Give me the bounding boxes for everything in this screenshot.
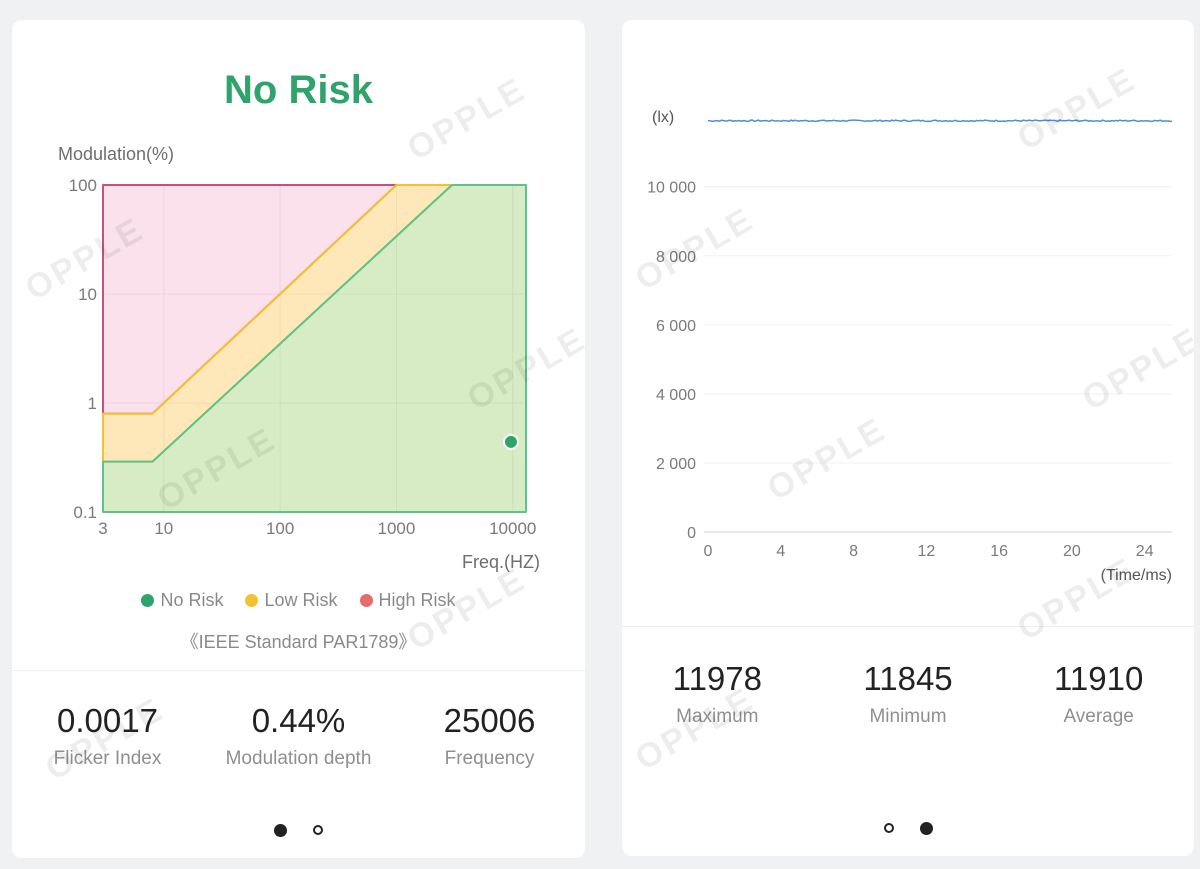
x-tick-label: 8 (849, 543, 858, 560)
x-tick-label: 16 (990, 543, 1008, 560)
legend-dot-no-risk (141, 594, 155, 607)
y-tick-label: 100 (69, 176, 97, 195)
stat-value: 11978 (672, 660, 762, 697)
x-tick-label: 12 (917, 543, 935, 560)
legend-item-low-risk: Low Risk (245, 590, 338, 611)
divider (12, 670, 585, 671)
flicker-risk-chart: 3 10 100 1000 10000 100 10 1 0.1 (69, 176, 537, 538)
x-tick-label: 1000 (378, 519, 416, 538)
stat-label: Maximum (676, 706, 759, 727)
legend-label: High Risk (378, 590, 456, 610)
stat-label: Frequency (444, 748, 535, 769)
stat-label: Average (1063, 706, 1134, 727)
divider (622, 626, 1194, 627)
risk-status-title: No Risk (224, 68, 373, 112)
y-tick-label: 4 000 (656, 387, 696, 404)
stat-label: Modulation depth (225, 748, 372, 769)
legend-label: Low Risk (264, 590, 338, 610)
x-tick-label: 3 (98, 519, 107, 538)
stat-modulation-depth: 0.44% Modulation depth (203, 702, 394, 770)
legend-item-high-risk: High Risk (359, 590, 456, 611)
region-no-risk (102, 184, 527, 513)
standard-reference: 《IEEE Standard PAR1789》 (180, 632, 417, 652)
stat-average: 11910 Average (1003, 660, 1194, 728)
stat-flicker-index: 0.0017 Flicker Index (12, 702, 203, 770)
legend-dot-low-risk (245, 594, 259, 607)
page-indicator (622, 822, 1194, 835)
page-indicator (12, 824, 585, 837)
x-tick-label: 20 (1063, 543, 1081, 560)
stat-minimum: 11845 Minimum (813, 660, 1004, 728)
stat-label: Minimum (869, 706, 947, 727)
y-tick-label: 0.1 (73, 503, 97, 522)
y-tick-label: 6 000 (656, 318, 696, 335)
x-axis-title: Freq.(HZ) (462, 552, 540, 572)
y-tick-label: 0 (687, 525, 696, 542)
stat-value: 11910 (1054, 660, 1144, 697)
illuminance-line (707, 119, 1173, 123)
x-tick-label: 10000 (489, 519, 536, 538)
x-tick-label: 4 (776, 543, 785, 560)
measurement-point (503, 433, 519, 450)
legend-label: No Risk (160, 590, 224, 610)
stat-value: 0.0017 (57, 702, 158, 739)
page-dot-2[interactable] (313, 825, 323, 835)
stat-label: Flicker Index (53, 748, 162, 769)
y-unit-label: (lx) (652, 109, 674, 126)
stat-value: 0.44% (251, 702, 346, 739)
x-tick-label: 100 (266, 519, 294, 538)
y-tick-label: 10 (78, 285, 97, 304)
illuminance-stats: 11978 Maximum 11845 Minimum 11910 Averag… (622, 660, 1194, 728)
y-tick-label: 1 (88, 394, 97, 413)
x-tick-label: 10 (154, 519, 173, 538)
page-dot-2[interactable] (919, 822, 933, 835)
x-unit-label: (Time/ms) (1101, 567, 1172, 584)
stat-value: 11845 (863, 660, 953, 697)
stat-maximum: 11978 Maximum (622, 660, 813, 728)
illuminance-waveform-chart: 0 2 000 4 000 6 000 8 000 10 000 0 4 8 12 16 20 24 (l… (647, 109, 1173, 584)
y-tick-label: 10 000 (647, 180, 696, 197)
stat-value: 25006 (443, 702, 536, 739)
y-tick-label: 2 000 (656, 456, 696, 473)
page-dot-1[interactable] (274, 824, 287, 837)
y-axis-title: Modulation(%) (58, 144, 175, 164)
legend-dot-high-risk (359, 594, 373, 607)
x-tick-label: 24 (1136, 543, 1154, 560)
page-dot-1[interactable] (883, 823, 894, 833)
y-tick-label: 8 000 (656, 249, 696, 266)
legend-item-no-risk: No Risk (141, 590, 223, 611)
illuminance-card: 0 2 000 4 000 6 000 8 000 10 000 0 4 8 12 16 20 24 (l… (622, 20, 1194, 856)
x-tick-label: 0 (704, 543, 713, 560)
stat-frequency: 25006 Frequency (394, 702, 585, 770)
chart-legend: No Risk Low Risk High Risk (12, 590, 585, 611)
flicker-risk-card: No Risk Modulation(%) 3 10 100 1000 10000 100… (12, 20, 585, 858)
flicker-stats: 0.0017 Flicker Index 0.44% Modulation de… (12, 702, 585, 770)
